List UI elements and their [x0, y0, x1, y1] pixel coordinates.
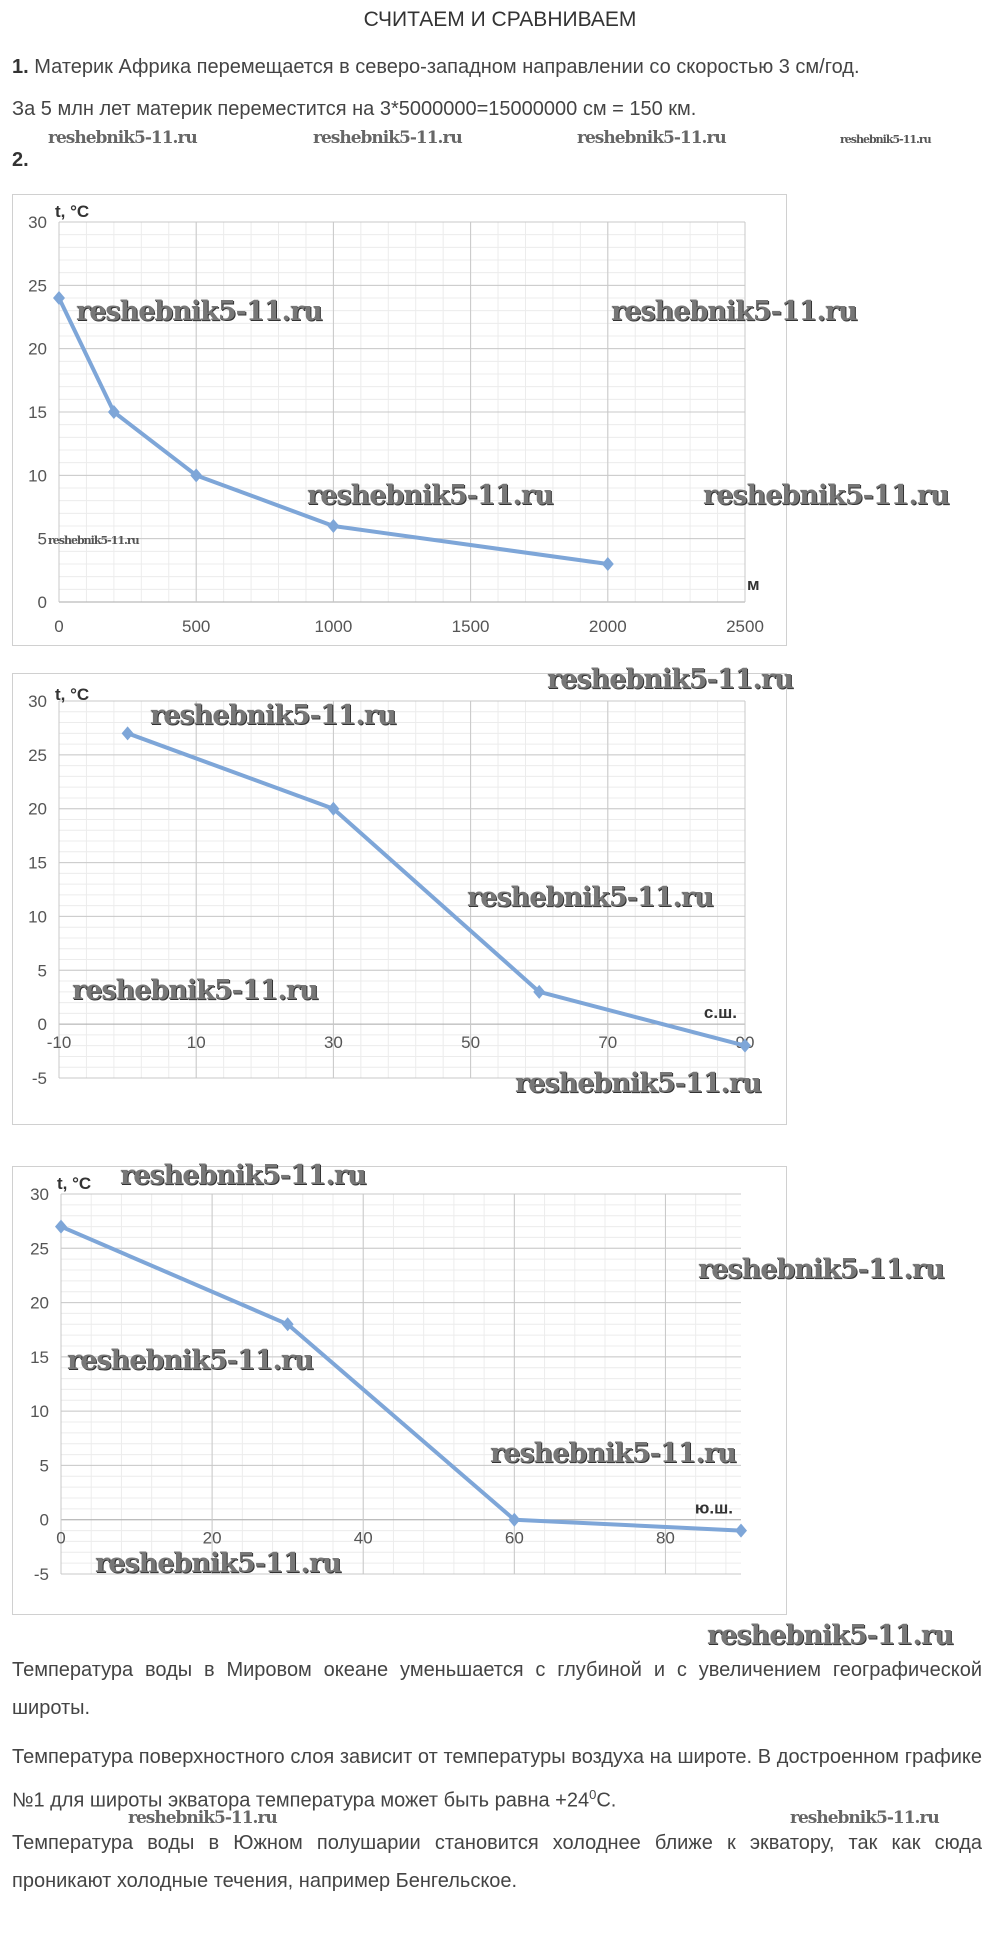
x-axis-label: с.ш. [704, 1003, 737, 1022]
watermark: reshebnik5-11.ru [128, 1808, 278, 1828]
y-tick-label: 15 [28, 403, 47, 422]
watermark: reshebnik5-11.ru [120, 1160, 367, 1191]
y-tick-label: 5 [40, 1456, 49, 1475]
watermark: reshebnik5-11.ru [150, 700, 397, 731]
task1-text: Материк Африка перемещается в северо-зап… [34, 56, 860, 78]
y-tick-label: 15 [30, 1348, 49, 1367]
y-tick-label: 20 [30, 1294, 49, 1313]
watermark: reshebnik5-11.ru [790, 1808, 940, 1828]
conclusion-3: Температура воды в Южном полушарии стано… [12, 1832, 982, 1892]
series-line [126, 731, 746, 1048]
y-tick-label: 30 [28, 692, 47, 711]
y-tick-label: 10 [30, 1402, 49, 1421]
x-tick-label: 40 [354, 1529, 373, 1548]
y-tick-label: 20 [28, 800, 47, 819]
y-tick-label: 10 [28, 907, 47, 926]
task2-number: 2. [12, 149, 29, 171]
watermark: reshebnik5-11.ru [698, 1254, 945, 1285]
task1-line2: За 5 млн лет материк переместится на 3*5… [12, 98, 697, 120]
y-tick-label: 5 [38, 961, 47, 980]
x-tick-label: 2000 [589, 617, 627, 636]
y-tick-label: 25 [28, 276, 47, 295]
watermark: reshebnik5-11.ru [490, 1438, 737, 1469]
y-tick-label: -5 [34, 1565, 49, 1584]
y-tick-label: 20 [28, 340, 47, 359]
task1-number: 1. [12, 56, 29, 78]
chart-south-latitude: -5 0 5 10 15 20 25 30 0 20 40 60 80 t, °C ю.ш. [12, 1166, 787, 1615]
x-tick-label: 10 [187, 1033, 206, 1052]
degree-unit: C. [596, 1789, 617, 1812]
y-tick-label: 0 [40, 1511, 49, 1530]
data-point [121, 726, 134, 741]
conclusion-1: Температура воды в Мировом океане уменьш… [12, 1659, 982, 1719]
y-tick-label: 25 [28, 746, 47, 765]
data-point [327, 801, 340, 816]
watermark: reshebnik5-11.ru [703, 480, 950, 511]
x-tick-label: 0 [56, 1529, 65, 1548]
watermark: reshebnik5-11.ru [515, 1068, 762, 1099]
y-tick-label: 0 [38, 593, 47, 612]
watermark: reshebnik5-11.ru [611, 296, 858, 327]
degree-sup: 0 [589, 1787, 597, 1802]
data-point [533, 984, 546, 999]
y-tick-label: 25 [30, 1239, 49, 1258]
y-axis-label: t, °C [55, 685, 89, 704]
data-point [739, 1038, 751, 1053]
watermark: reshebnik5-11.ru [76, 296, 323, 327]
data-point [53, 291, 65, 305]
watermark: reshebnik5-11.ru [67, 1345, 314, 1376]
data-point [55, 1219, 67, 1234]
data-point [735, 1523, 747, 1538]
conclusion-2-text: Температура поверхностного слоя зависит … [12, 1746, 982, 1812]
y-tick-label: 15 [28, 854, 47, 873]
x-tick-label: 80 [656, 1529, 675, 1548]
page-title: СЧИТАЕМ И СРАВНИВАЕМ [363, 8, 637, 31]
series-line [60, 1224, 742, 1533]
x-tick-label: 0 [54, 617, 63, 636]
data-point [190, 468, 203, 483]
data-point [327, 519, 340, 533]
x-tick-label: 60 [505, 1529, 524, 1548]
watermark: reshebnik5-11.ru [48, 128, 198, 148]
y-axis-label: t, °C [55, 202, 89, 221]
x-tick-label: -10 [47, 1033, 72, 1052]
data-point [107, 405, 120, 419]
x-tick-label: 2500 [726, 617, 764, 636]
y-tick-label: 30 [28, 213, 47, 232]
watermark: reshebnik5-11.ru [48, 534, 140, 547]
y-tick-label: -5 [32, 1069, 47, 1088]
x-tick-label: 1500 [452, 617, 490, 636]
chart-depth: 0 5 10 15 20 25 30 0 500 1000 1500 2000 2500 t, °C м [12, 194, 787, 646]
x-axis-label: м [747, 575, 760, 594]
watermark: reshebnik5-11.ru [577, 128, 727, 148]
x-tick-label: 30 [324, 1033, 343, 1052]
watermark: reshebnik5-11.ru [467, 882, 714, 913]
conclusion-2: Температура поверхностного слоя зависит … [12, 1738, 982, 1820]
x-tick-label: 500 [182, 617, 210, 636]
y-tick-label: 30 [30, 1185, 49, 1204]
watermark: reshebnik5-11.ru [707, 1620, 954, 1651]
y-tick-label: 10 [28, 466, 47, 485]
data-point [601, 557, 614, 571]
y-tick-label: 0 [38, 1015, 47, 1034]
task1-line1: 1. Материк Африка перемещается в северо-… [12, 55, 997, 79]
x-axis-label: ю.ш. [695, 1499, 733, 1518]
watermark: reshebnik5-11.ru [95, 1548, 342, 1579]
watermark: reshebnik5-11.ru [840, 133, 932, 146]
watermark: reshebnik5-11.ru [72, 975, 319, 1006]
watermark: reshebnik5-11.ru [547, 664, 794, 695]
watermark: reshebnik5-11.ru [307, 480, 554, 511]
data-point [508, 1512, 521, 1527]
watermark: reshebnik5-11.ru [313, 128, 463, 148]
x-tick-label: 20 [203, 1529, 222, 1548]
y-axis-label: t, °C [57, 1174, 91, 1193]
x-tick-label: 50 [461, 1033, 480, 1052]
x-tick-label: 1000 [314, 617, 352, 636]
data-point [281, 1317, 294, 1332]
y-tick-label: 5 [38, 530, 47, 549]
x-tick-label: 70 [598, 1033, 617, 1052]
